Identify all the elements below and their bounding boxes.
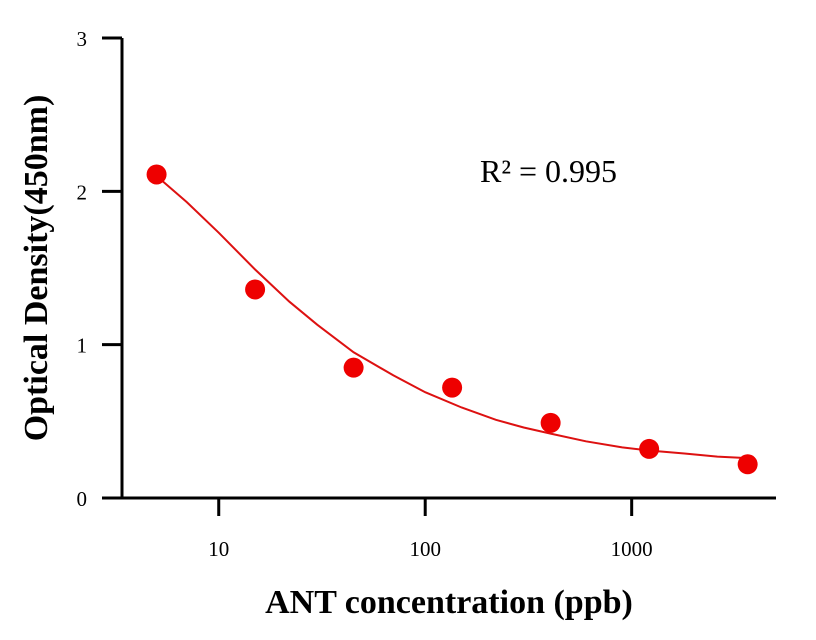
data-point	[540, 412, 561, 433]
x-tick-label: 1000	[611, 537, 653, 561]
y-tick-label: 0	[77, 487, 88, 511]
x-tick-label: 100	[409, 537, 441, 561]
y-ticks: 0 1 2 3	[77, 27, 122, 511]
x-axis-title: ANT concentration (ppb)	[265, 584, 633, 621]
r-squared-annotation: R² = 0.995	[480, 153, 617, 189]
data-point	[146, 164, 167, 185]
data-points	[146, 164, 758, 475]
x-tick-label: 10	[208, 537, 229, 561]
y-tick-label: 3	[77, 27, 88, 51]
data-point	[245, 279, 266, 300]
fit-curve	[155, 175, 748, 460]
x-ticks: 10 100 1000	[208, 498, 653, 561]
data-point	[639, 438, 660, 459]
y-tick-label: 1	[77, 334, 88, 358]
data-point	[442, 377, 463, 398]
data-point	[343, 357, 364, 378]
axes: 10 100 1000 0 1 2 3	[77, 27, 776, 561]
data-point	[737, 454, 758, 475]
y-tick-label: 2	[77, 180, 88, 204]
y-axis-title: Optical Density(450nm)	[18, 95, 55, 442]
